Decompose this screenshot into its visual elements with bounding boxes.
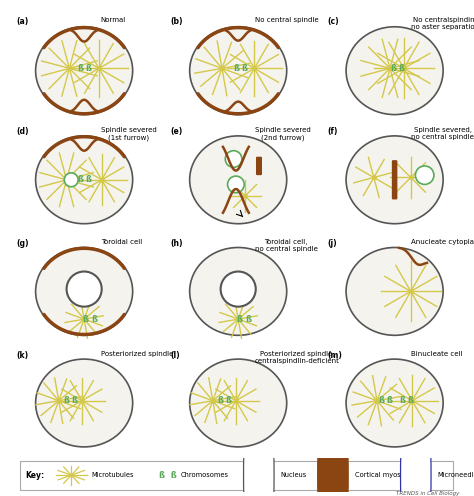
Circle shape bbox=[228, 176, 244, 193]
Text: Nucleus: Nucleus bbox=[281, 472, 307, 478]
Text: ß: ß bbox=[82, 314, 89, 323]
Text: ß: ß bbox=[407, 396, 413, 405]
Ellipse shape bbox=[36, 248, 133, 335]
Text: Toroidal cell: Toroidal cell bbox=[100, 239, 142, 245]
Text: No central spindle: No central spindle bbox=[255, 17, 319, 23]
Circle shape bbox=[244, 357, 274, 496]
Ellipse shape bbox=[190, 248, 287, 335]
Text: Key:: Key: bbox=[26, 471, 45, 480]
FancyBboxPatch shape bbox=[392, 161, 397, 199]
Text: ß: ß bbox=[237, 314, 243, 323]
Circle shape bbox=[64, 173, 78, 186]
Text: ß: ß bbox=[91, 314, 97, 323]
Text: Posteriorized spindle: Posteriorized spindle bbox=[100, 351, 173, 357]
Text: ß  ß: ß ß bbox=[158, 471, 176, 480]
Text: (l): (l) bbox=[171, 351, 180, 360]
Circle shape bbox=[318, 357, 348, 496]
Ellipse shape bbox=[36, 27, 133, 115]
Text: (j): (j) bbox=[327, 239, 337, 248]
Text: ß: ß bbox=[398, 64, 404, 73]
Text: ß: ß bbox=[77, 175, 83, 185]
Text: No centralspindin,
no aster separation: No centralspindin, no aster separation bbox=[411, 17, 474, 30]
FancyBboxPatch shape bbox=[257, 157, 261, 175]
Text: ß: ß bbox=[72, 396, 77, 405]
Text: (k): (k) bbox=[17, 351, 29, 360]
Text: ß: ß bbox=[85, 64, 91, 73]
Circle shape bbox=[69, 274, 99, 304]
Text: ß: ß bbox=[217, 396, 223, 405]
Text: (a): (a) bbox=[17, 17, 29, 26]
Ellipse shape bbox=[346, 248, 443, 335]
Text: (e): (e) bbox=[171, 127, 183, 136]
Text: Chromosomes: Chromosomes bbox=[180, 472, 228, 478]
Text: (c): (c) bbox=[327, 17, 339, 26]
Ellipse shape bbox=[190, 27, 287, 115]
Circle shape bbox=[401, 357, 431, 496]
Text: (h): (h) bbox=[171, 239, 183, 248]
Circle shape bbox=[415, 166, 434, 185]
Text: ß: ß bbox=[63, 396, 69, 405]
Text: ß: ß bbox=[242, 64, 247, 73]
Ellipse shape bbox=[36, 359, 133, 447]
Circle shape bbox=[225, 151, 242, 167]
Text: Spindle severed
(2nd furrow): Spindle severed (2nd furrow) bbox=[255, 127, 310, 141]
Ellipse shape bbox=[36, 136, 133, 224]
Text: Spindle severed
(1st furrow): Spindle severed (1st furrow) bbox=[100, 127, 156, 141]
Text: ß: ß bbox=[77, 64, 83, 73]
Text: (b): (b) bbox=[171, 17, 183, 26]
Text: ß: ß bbox=[378, 396, 384, 405]
Text: Binucleate cell: Binucleate cell bbox=[411, 351, 463, 357]
Circle shape bbox=[223, 274, 253, 304]
Text: ß: ß bbox=[226, 396, 231, 405]
Circle shape bbox=[66, 271, 102, 307]
Text: ß: ß bbox=[390, 64, 396, 73]
Text: Cortical myosin: Cortical myosin bbox=[355, 472, 407, 478]
FancyBboxPatch shape bbox=[20, 461, 453, 491]
Text: Toroidal cell,
no central spindle: Toroidal cell, no central spindle bbox=[255, 239, 318, 252]
Text: Posteriorized spindle,
centralspindlin-deficient: Posteriorized spindle, centralspindlin-d… bbox=[255, 351, 340, 364]
Text: Microtubules: Microtubules bbox=[91, 472, 133, 478]
Text: ß: ß bbox=[245, 314, 251, 323]
Circle shape bbox=[220, 271, 256, 307]
Text: ß: ß bbox=[233, 64, 239, 73]
Text: Microneedle: Microneedle bbox=[438, 472, 474, 478]
Text: TRENDS in Cell Biology: TRENDS in Cell Biology bbox=[396, 491, 460, 496]
Text: (d): (d) bbox=[17, 127, 29, 136]
Text: ß: ß bbox=[399, 396, 405, 405]
Text: Spindle severed,
no central spindle: Spindle severed, no central spindle bbox=[411, 127, 474, 140]
Ellipse shape bbox=[346, 359, 443, 447]
Text: (f): (f) bbox=[327, 127, 337, 136]
Text: ß: ß bbox=[386, 396, 392, 405]
Text: Anucleate cytoplast: Anucleate cytoplast bbox=[411, 239, 474, 245]
Ellipse shape bbox=[346, 136, 443, 224]
Ellipse shape bbox=[190, 136, 287, 224]
Text: ß: ß bbox=[85, 175, 91, 185]
Ellipse shape bbox=[190, 359, 287, 447]
Ellipse shape bbox=[346, 27, 443, 115]
Text: Normal: Normal bbox=[100, 17, 126, 23]
Text: (m): (m) bbox=[327, 351, 342, 360]
Text: (g): (g) bbox=[17, 239, 29, 248]
